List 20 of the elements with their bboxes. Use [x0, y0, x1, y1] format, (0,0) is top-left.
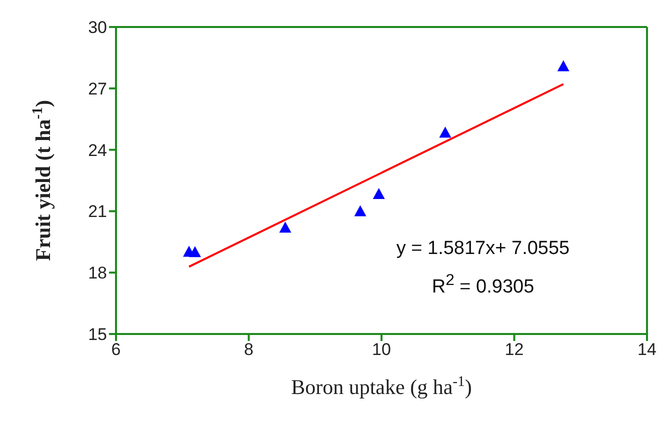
- x-tick-label: 10: [372, 340, 391, 360]
- y-tick-label: 24: [88, 140, 107, 160]
- x-axis-title: Boron uptake (g ha$^{-1}$): [291, 374, 472, 399]
- point: [439, 126, 452, 138]
- annotation: R$^{2}$ = 0.9305: [430, 271, 536, 300]
- point: [188, 246, 201, 258]
- y-tick-label: 27: [88, 79, 107, 98]
- x-tick-label: 12: [504, 340, 524, 360]
- y-tick-label: 21: [88, 202, 107, 222]
- point: [279, 222, 292, 233]
- x-tick-label: 6: [111, 340, 121, 360]
- y-tick-label: 18: [88, 264, 107, 283]
- y-tick-label: 30: [88, 18, 107, 38]
- annotation: y = 1.5817x+ 7.0555: [395, 237, 571, 261]
- x-tick-label: 8: [244, 340, 254, 360]
- y-tick-label: 15: [88, 325, 107, 344]
- x-tick-label: 14: [638, 340, 656, 360]
- point: [557, 60, 570, 72]
- point: [354, 205, 366, 216]
- point: [372, 188, 385, 200]
